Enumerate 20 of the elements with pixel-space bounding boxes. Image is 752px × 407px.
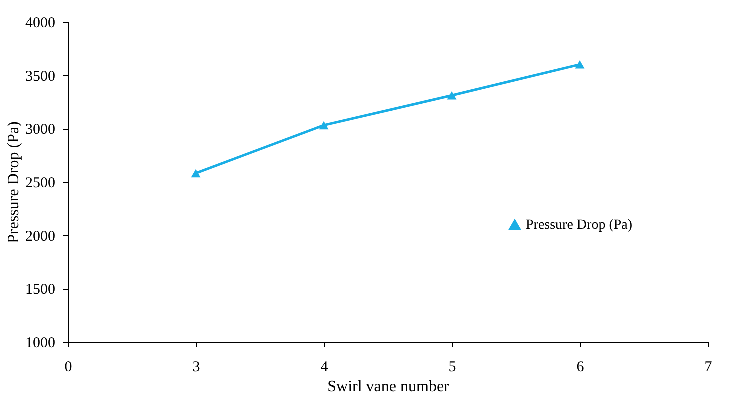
- x-tick-label: 4: [320, 360, 329, 376]
- point: [447, 91, 457, 100]
- x-axis-title: Swirl vane number: [328, 378, 450, 396]
- point: [575, 60, 585, 69]
- x-tick-label: 3: [192, 360, 200, 376]
- y-tick-label: 3000: [26, 122, 56, 138]
- x-tick-label: 0: [64, 360, 72, 376]
- y-tick-label: 2500: [26, 176, 56, 192]
- y-axis-title: Pressure Drop (Pa): [6, 122, 22, 244]
- point: [191, 169, 201, 178]
- x-tick-label: 6: [576, 360, 585, 376]
- x-tick-label: 7: [704, 360, 713, 376]
- legend-label: Pressure Drop (Pa): [526, 218, 633, 233]
- y-tick-label: 1000: [26, 336, 56, 352]
- y-tick-label: 3500: [26, 68, 56, 85]
- x-tick-label: 5: [448, 360, 456, 376]
- y-tick-label: 1500: [26, 282, 56, 298]
- y-tick-label: 4000: [26, 16, 56, 32]
- y-tick-label: 2000: [26, 228, 56, 245]
- point: [319, 121, 329, 130]
